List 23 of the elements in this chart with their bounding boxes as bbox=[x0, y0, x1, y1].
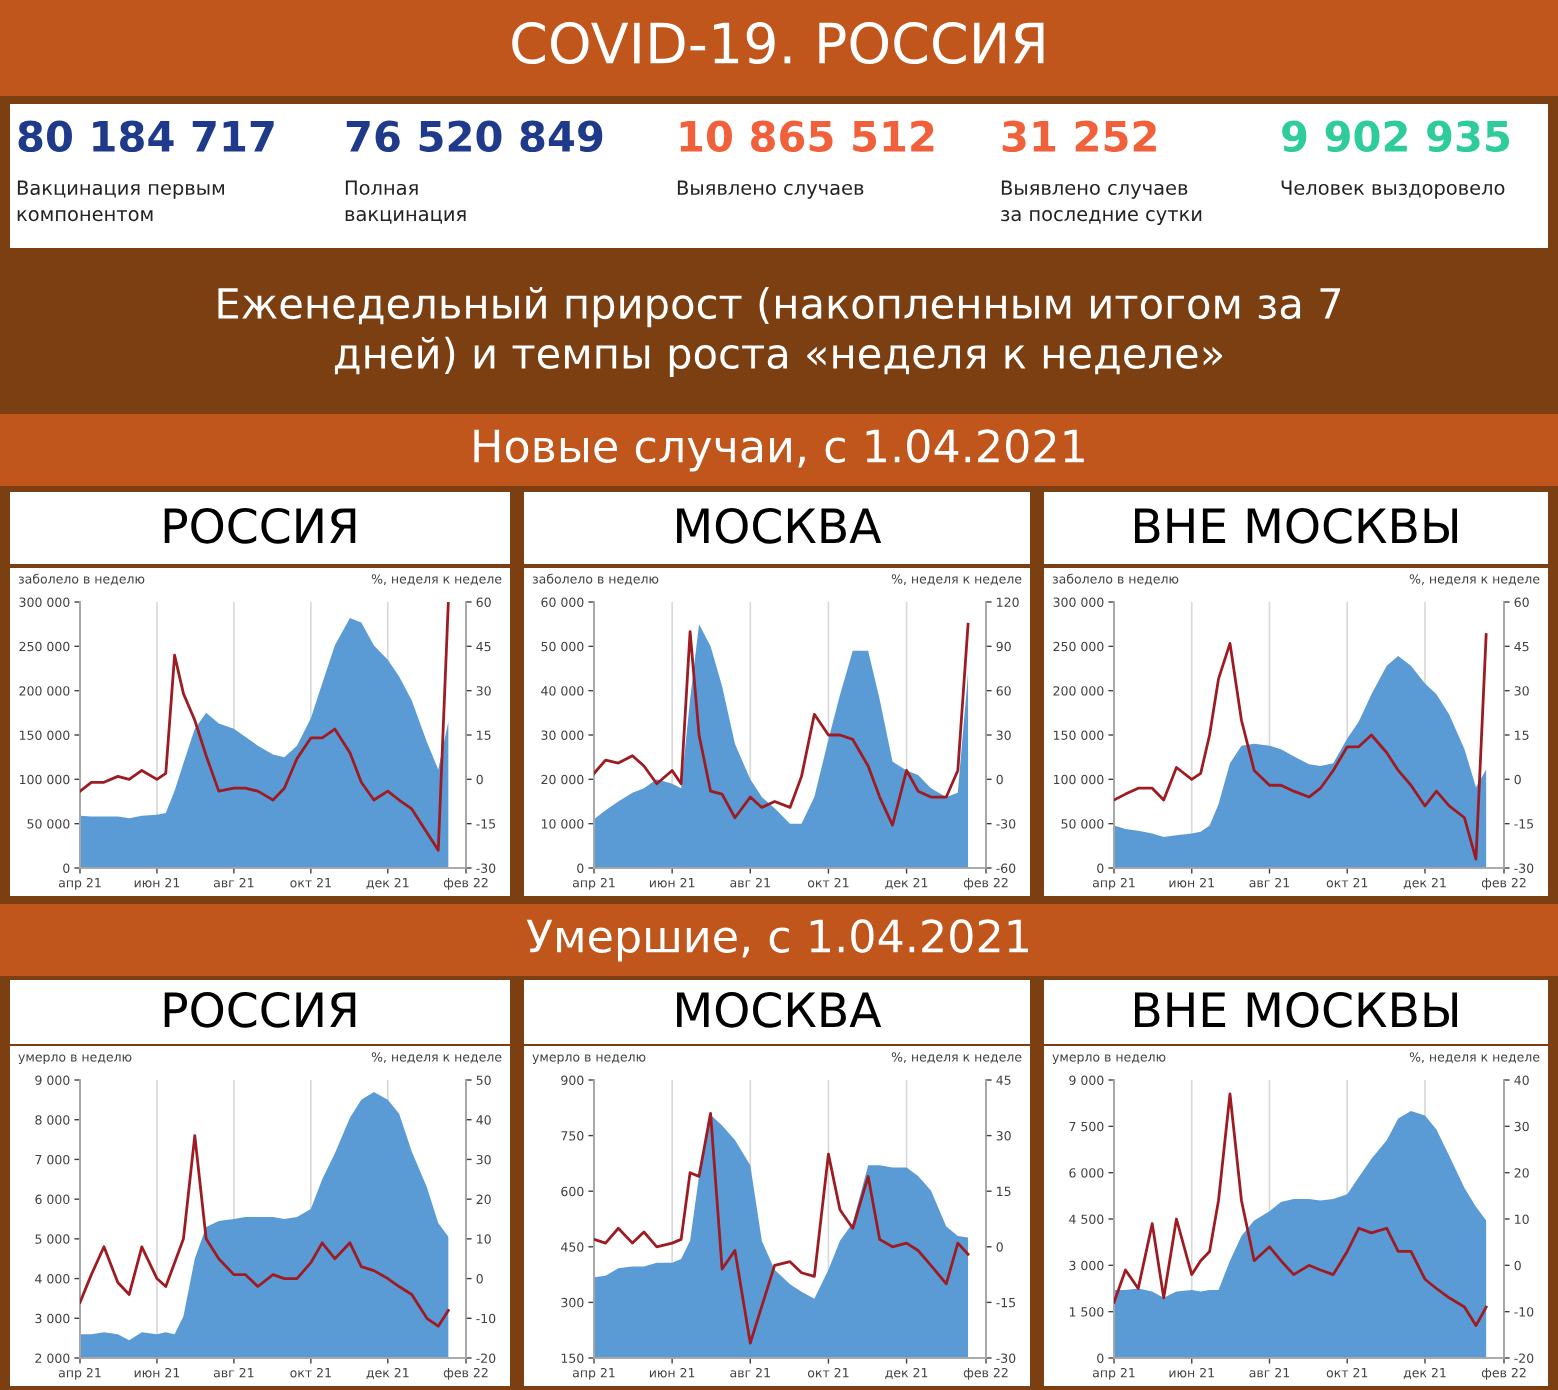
text: 10 865 512 bbox=[680, 120, 934, 153]
text: 80 184 717 bbox=[18, 120, 274, 153]
text: Новые случаи, с 1.04.2021 bbox=[474, 429, 1084, 472]
text: Еженедельный прирост (накопленным итогом за 7 дней) и темпы роста «неделя к неделе» bbox=[218, 286, 1341, 378]
chart-title: РОССИЯ bbox=[164, 991, 356, 1028]
line-series bbox=[80, 1134, 450, 1328]
text: Человек выздоровело bbox=[1281, 180, 1505, 199]
text: Вакцинация первым компонентом bbox=[17, 180, 224, 222]
chart-title: ВНЕ МОСКВЫ bbox=[1135, 991, 1457, 1028]
text: Умершие, с 1.04.2021 bbox=[526, 919, 1028, 962]
chart-title: РОССИЯ bbox=[164, 507, 356, 544]
text: COVID-19. РОССИЯ bbox=[512, 22, 1044, 65]
text: 31 252 bbox=[1002, 120, 1156, 153]
text: Полная вакцинация bbox=[345, 180, 466, 224]
line-series bbox=[594, 622, 970, 827]
text: Выявлено случаев за последние сутки bbox=[1001, 180, 1202, 226]
chart-title: ВНЕ МОСКВЫ bbox=[1135, 507, 1457, 544]
text: 9 902 935 bbox=[1282, 120, 1510, 153]
line-series bbox=[1114, 1092, 1488, 1327]
text: 76 520 849 bbox=[346, 120, 603, 153]
chart-title: МОСКВА bbox=[677, 991, 882, 1028]
text: Выявлено случаев bbox=[677, 180, 864, 199]
chart-title: МОСКВА bbox=[677, 507, 882, 544]
